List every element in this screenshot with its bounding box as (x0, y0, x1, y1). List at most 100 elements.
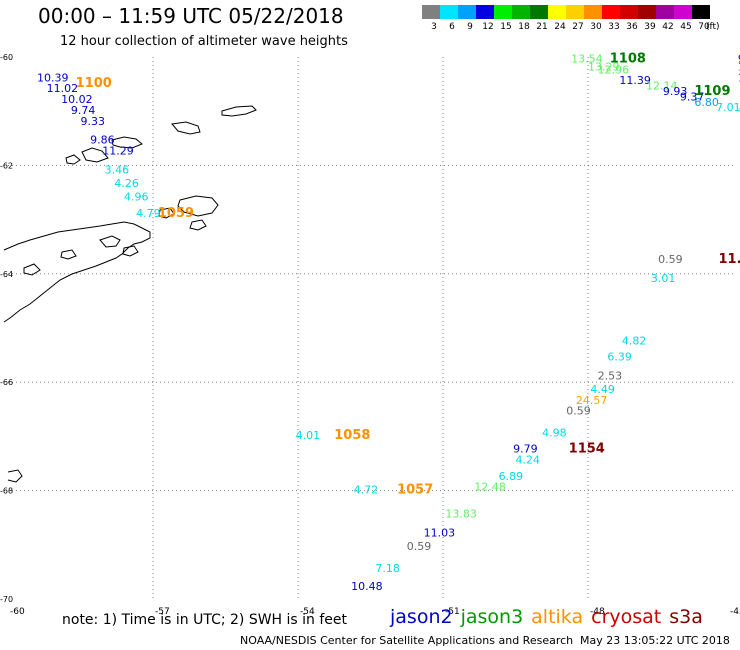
pass-time-label: 1059 (158, 206, 194, 221)
legend-swatch (548, 5, 566, 19)
wave-height-label: 10.48 (351, 580, 383, 593)
legend-label: 21 (536, 22, 548, 32)
page-subtitle: 12 hour collection of altimeter wave hei… (60, 34, 348, 49)
wave-height-label: 12.48 (474, 481, 506, 494)
legend-label: 24 (554, 22, 566, 32)
wave-height-label: 13.83 (445, 508, 477, 521)
wave-height-label: 0.59 (566, 405, 591, 418)
axis-ticks: -60 -57 -54 -51 -48 -45 -60 -62 -64 -66 -68 -70 (0, 53, 740, 617)
island (158, 207, 175, 219)
legend-label: 45 (680, 22, 692, 32)
wave-height-label: 10.02 (61, 93, 93, 106)
pass-time-label: 1154 (569, 442, 605, 457)
satellite-s3a: s3a (669, 606, 703, 628)
wave-height-label: 10. (738, 61, 740, 74)
wave-height-label: 4.49 (590, 383, 615, 396)
lat-tick-label: -70 (0, 595, 13, 604)
timestamp: May 23 13:05:22 UTC 2018 (580, 634, 730, 647)
legend-label: 12 (482, 22, 494, 32)
lon-tick-label: -51 (445, 607, 460, 617)
wave-height-label: 10.39 (37, 71, 69, 84)
legend-label: 42 (662, 22, 674, 32)
wave-height-label: 0.59 (658, 253, 683, 266)
island (81, 147, 109, 163)
legend-label: 9 (467, 22, 473, 32)
legend-label: 3 (431, 22, 437, 32)
wave-height-label: 4.96 (124, 191, 149, 204)
island (177, 195, 219, 217)
wave-height-label: 12.96 (598, 63, 630, 76)
wave-height-label: 10 (738, 71, 740, 84)
satellite-cryosat: cryosat (591, 606, 662, 628)
legend-swatch (476, 5, 494, 19)
legend-swatch (584, 5, 602, 19)
wave-height-label: 4.98 (542, 426, 567, 439)
legend-label: 33 (608, 22, 620, 32)
island (122, 245, 139, 257)
legend-label: 70 (698, 22, 710, 32)
legend-swatch (566, 5, 584, 19)
legend-label: 36 (626, 22, 638, 32)
wave-height-label: 3.46 (105, 164, 129, 177)
island (171, 121, 201, 135)
wave-height-label: 9.33 (81, 115, 106, 128)
legend-label: 15 (500, 22, 512, 32)
lat-tick-label: -62 (0, 161, 13, 170)
footer-note: note: 1) Time is in UTC; 2) SWH is in fe… (62, 612, 348, 628)
legend-swatch (674, 5, 692, 19)
wave-height-label: 9.79 (513, 443, 538, 456)
lon-tick-label: -60 (10, 607, 25, 617)
satellite-jason2: jason2 (390, 606, 453, 628)
wave-height-label: 4.72 (354, 483, 379, 496)
legend-swatch (530, 5, 548, 19)
wave-height-label: 11.39 (619, 74, 651, 87)
wave-height-label: 2.53 (598, 369, 623, 382)
lat-tick-label: -66 (0, 378, 13, 387)
wave-height-label: 11.29 (102, 145, 134, 158)
wave-height-label: 13.54 (571, 52, 603, 65)
island (65, 154, 81, 165)
pass-time-label: 11. (719, 252, 740, 267)
wave-height-label: 13.29 (588, 61, 620, 74)
satellite-legend: jason2 jason3 altika cryosat s3a (390, 606, 711, 628)
legend-swatch (692, 5, 710, 19)
lon-tick-label: -57 (155, 607, 170, 617)
legend-swatch (494, 5, 512, 19)
wave-height-label: 4.24 (516, 454, 541, 467)
legend-label: 27 (572, 22, 584, 32)
wave-height-label: 6.89 (499, 470, 524, 483)
wave-height-label: 7.01 (716, 101, 740, 114)
wave-height-label: 9.45 (738, 52, 740, 65)
pass-time-label: 1058 (334, 428, 370, 443)
page-title: 00:00 – 11:59 UTC 05/22/2018 (38, 4, 344, 28)
wave-height-label: 12.14 (646, 80, 678, 93)
pass-time-label: 1057 (397, 482, 433, 497)
legend-label: 39 (644, 22, 656, 32)
wave-height-label: 9.93 (663, 85, 688, 98)
pass-time-label: 1109 (694, 84, 730, 99)
wave-height-label: 4.82 (622, 334, 647, 347)
map-gridlines (8, 57, 733, 599)
wave-height-label: 4.79 (136, 207, 161, 220)
satellite-altika: altika (531, 606, 584, 628)
island (189, 219, 207, 231)
legend-swatch (620, 5, 638, 19)
legend-swatch (440, 5, 458, 19)
wave-height-label: 7.8 (738, 107, 740, 120)
wave-height-label: 11.03 (424, 527, 456, 540)
lon-tick-label: -45 (730, 607, 740, 617)
wave-height-label: 0.59 (407, 540, 432, 553)
antarctic-peninsula (3, 221, 151, 323)
wave-height-label: 24.57 (576, 394, 608, 407)
lat-tick-label: -64 (0, 270, 13, 279)
coastline (3, 105, 257, 483)
legend-label: 6 (449, 22, 455, 32)
wave-height-label: 11.02 (47, 82, 79, 95)
lat-tick-label: -60 (0, 53, 13, 62)
legend-unit: (ft) (706, 22, 720, 32)
wave-height-label: 6.80 (694, 96, 719, 109)
legend-swatch (656, 5, 674, 19)
wave-height-label: 7.18 (375, 562, 400, 575)
coast-segment (7, 469, 23, 483)
